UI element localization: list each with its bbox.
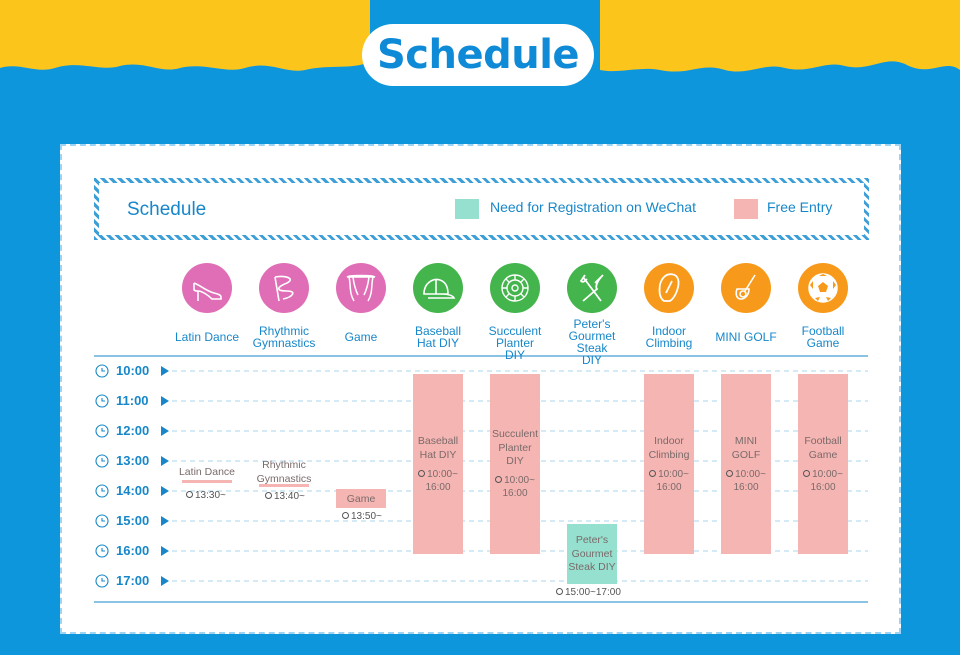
game-bar [336,489,386,508]
time-label: 17:00 [116,573,150,588]
succulent-planter-bar [490,374,540,554]
clock-icon [556,588,563,595]
activity-name: Latin Dance [174,330,240,344]
clock-icon [418,470,426,477]
football-game-bar [798,374,848,554]
stage-curtain-icon [336,263,386,313]
clock-icon [95,514,109,528]
high-heel-shoe-icon [182,263,232,313]
indoor-climbing-bar-label: Indoor Climbing [648,435,690,461]
clock-icon [342,512,349,519]
free-entry-label: Free Entry [767,199,833,215]
time-label: 15:00 [116,513,150,528]
time-label: 14:00 [116,483,150,498]
row-arrow [161,576,169,586]
registration-label: Need for Registration on WeChat [490,199,696,215]
row-arrow [161,426,169,436]
clock-icon [803,470,811,477]
row-arrow [161,516,169,526]
clock-icon [95,574,109,588]
yellow-wave-banner [0,0,960,110]
latin-dance-time: 13:30~ [186,490,226,501]
game-bar-label: Game [346,493,376,505]
succulent-icon [490,263,540,313]
activity-name: Peter's Gourmet Steak DIY [568,317,616,367]
activity-name: Game [344,330,378,344]
steak-diy-time: 15:00~17:00 [556,587,621,598]
clock-icon [649,470,657,477]
activity-name: Football Game [801,324,845,350]
activity-name: Baseball Hat DIY [414,324,462,350]
latin-dance-bar-label: Latin Dance [178,466,236,478]
clock-icon [726,470,734,477]
activity-name: Indoor Climbing [645,324,693,350]
football-game-time: 10:00~ 16:00 [798,468,848,494]
golf-icon [721,263,771,313]
steak-diy-bar [567,524,617,584]
clock-icon [265,492,272,499]
legend-box: Schedule Need for Registration on WeChat… [94,178,869,240]
clock-icon [95,484,109,498]
clock-icon [95,454,109,468]
row-arrow [161,456,169,466]
indoor-climbing-bar [644,374,694,554]
rhythmic-gymnastics-time: 13:40~ [265,491,305,502]
baseball-hat-bar [413,374,463,554]
rhythmic-gymnastics-bar-label: Rhythmic Gymnastics [256,459,312,485]
mini-golf-time: 10:00~ 16:00 [721,468,771,494]
mini-golf-bar-label: MINI GOLF [731,435,761,461]
row-arrow [161,396,169,406]
baseball-hat-bar-label: Baseball Hat DIY [417,435,459,461]
soccer-ball-icon [798,263,848,313]
fork-knife-icon [567,263,617,313]
time-label: 11:00 [116,393,149,408]
succulent-planter-time: 10:00~ 16:00 [490,474,540,500]
clock-icon [186,491,193,498]
time-label: 12:00 [116,423,150,438]
football-game-bar-label: Football Game [804,435,842,461]
clock-icon [95,364,109,378]
ribbon-icon [259,263,309,313]
activity-name: Rhythmic Gymnastics [252,324,316,350]
timeline-grid [94,355,868,603]
baseball-cap-icon [413,263,463,313]
baseball-hat-time: 10:00~ 16:00 [413,468,463,494]
carabiner-icon [644,263,694,313]
mini-golf-bar [721,374,771,554]
schedule-card: Schedule Need for Registration on WeChat… [60,144,901,634]
steak-diy-bar-label: Peter's Gourmet Steak DIY [568,534,616,573]
row-arrow [161,366,169,376]
legend-title: Schedule [127,199,207,220]
clock-icon [95,394,109,408]
time-label: 10:00 [116,363,150,378]
activity-name: Succulent Planter DIY [488,324,542,362]
game-time: 13:50~ [342,511,382,522]
indoor-climbing-time: 10:00~ 16:00 [644,468,694,494]
time-label: 13:00 [116,453,150,468]
page-title: Schedule [362,24,594,86]
time-label: 16:00 [116,543,150,558]
row-arrow [161,486,169,496]
clock-icons [95,364,109,588]
row-arrow [161,546,169,556]
clock-icon [95,424,109,438]
rhythmic-gymnastics-bar [259,484,309,487]
clock-icon [95,544,109,558]
succulent-planter-bar-label: Succulent Planter DIY [491,428,539,467]
free-entry-swatch [734,199,758,219]
latin-dance-bar [182,480,232,483]
clock-icon [495,476,503,483]
activity-name: MINI GOLF [715,330,777,344]
registration-swatch [455,199,479,219]
